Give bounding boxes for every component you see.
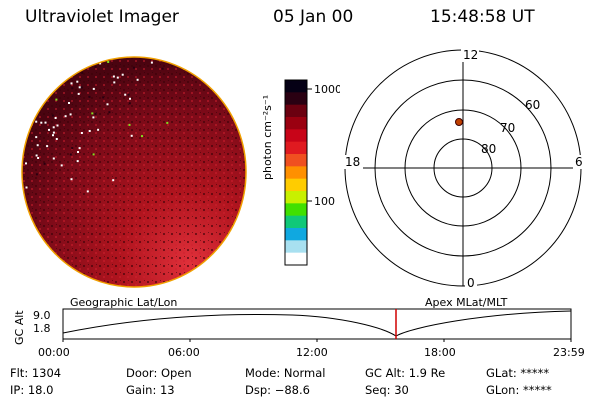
colorbar-unit-label: photon cm⁻²s⁻¹	[261, 94, 274, 180]
status-dsp: Dsp: −88.6	[245, 383, 310, 397]
timeline-y-tick-bottom: 1.8	[33, 322, 51, 335]
status-door: Door: Open	[126, 366, 192, 380]
status-seq: Seq: 30	[365, 383, 409, 397]
timeline-frame	[62, 308, 572, 340]
colorbar-segment	[285, 178, 307, 192]
colorbar-segment	[285, 129, 307, 143]
status-ip: IP: 18.0	[10, 383, 54, 397]
status-mode: Mode: Normal	[245, 366, 326, 380]
status-gcalt: GC Alt: 1.9 Re	[365, 366, 446, 380]
timeline-x-tick-1800: 18:00	[424, 346, 456, 359]
colorbar-segment	[285, 240, 307, 254]
colorbar-tick-1000: 1000	[314, 83, 340, 96]
status-gain: Gain: 13	[126, 383, 175, 397]
altitude-curve	[62, 310, 572, 337]
time-label: 15:48:58 UT	[430, 7, 535, 27]
lat-label-60: 60	[525, 98, 540, 112]
colorbar-segment	[285, 80, 307, 93]
lat-label-70: 70	[500, 121, 515, 135]
mlt-label-18: 18	[345, 155, 360, 169]
status-flt: Flt: 1304	[10, 366, 62, 380]
status-glon: GLon: *****	[486, 383, 552, 397]
timeline-x-tick-0000: 00:00	[38, 346, 70, 359]
mlt-label-12: 12	[463, 48, 478, 62]
timeline-left-title: Geographic Lat/Lon	[70, 296, 178, 309]
colorbar-segment	[285, 191, 307, 204]
uv-image-panel	[21, 56, 247, 288]
colorbar-segment	[285, 92, 307, 106]
colorbar-segment	[285, 228, 307, 241]
uv-disk-border	[21, 56, 247, 288]
timeline-x-tick-0600: 06:00	[168, 346, 200, 359]
timeline-plot	[62, 308, 572, 342]
spacecraft-position-marker	[455, 118, 463, 126]
colorbar-segment	[285, 166, 307, 180]
colorbar-segment	[285, 252, 307, 266]
colorbar-segment	[285, 154, 307, 167]
polar-grid: 12 18 6 0 60 70 80	[343, 48, 585, 290]
timeline-x-tick-1200: 12:00	[296, 346, 328, 359]
colorbar-tick-100: 100	[314, 195, 335, 208]
timeline-y-tick-top: 9.0	[33, 309, 51, 322]
timeline-x-tick-2359: 23:59	[553, 346, 585, 359]
colorbar-segment	[285, 104, 307, 118]
instrument-title: Ultraviolet Imager	[25, 7, 179, 27]
colorbar-segment	[285, 117, 307, 130]
colorbar-segment	[285, 141, 307, 155]
timeline-right-title: Apex MLat/MLT	[425, 296, 508, 309]
date-label: 05 Jan 00	[273, 7, 354, 27]
status-glat: GLat: *****	[486, 366, 550, 380]
mlt-label-6: 6	[575, 155, 583, 169]
lat-label-80: 80	[481, 142, 496, 156]
colorbar: 1000 100	[284, 79, 340, 266]
mlt-label-0: 0	[467, 276, 475, 290]
colorbar-segment	[285, 203, 307, 217]
timeline-y-axis-label: GC Alt	[13, 310, 26, 345]
colorbar-segment	[285, 215, 307, 229]
